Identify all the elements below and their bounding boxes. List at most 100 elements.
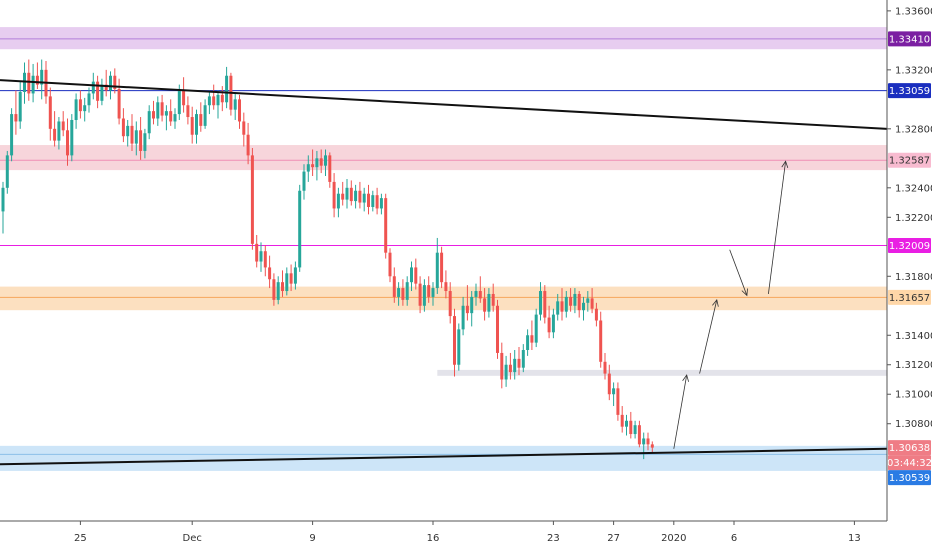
time-axis[interactable]: 25 Dec 9 16 23 27 2020 6 13 xyxy=(74,521,861,544)
price-tag-label: 1.32587 xyxy=(889,156,930,167)
candle xyxy=(139,117,143,160)
candle-body xyxy=(586,298,590,303)
price-axis[interactable]: 1.33600 1.33200 1.32800 1.32400 1.32200 1.318… xyxy=(887,6,932,430)
candle-body xyxy=(61,121,65,131)
price-tag-label: 1.30539 xyxy=(889,473,930,484)
candle xyxy=(27,59,31,101)
candle-body xyxy=(427,285,431,297)
candle-body xyxy=(35,75,39,85)
candle-body xyxy=(268,267,272,280)
candle-body xyxy=(543,291,547,318)
candle-body xyxy=(306,164,310,172)
candle-body xyxy=(577,293,581,311)
candle xyxy=(414,258,418,290)
candle xyxy=(345,178,349,209)
candle-body xyxy=(388,252,392,277)
support-zone xyxy=(0,445,887,471)
price-tag: 1.33410 xyxy=(888,31,931,47)
candle-body xyxy=(18,91,22,122)
grey-zone xyxy=(437,369,887,376)
candle-body xyxy=(646,438,650,445)
candle-body xyxy=(508,364,512,373)
candle xyxy=(508,352,512,380)
candle-body xyxy=(465,305,469,314)
candle xyxy=(470,291,474,327)
projection-arrow-head xyxy=(712,298,719,307)
candle xyxy=(61,111,65,137)
candle-body xyxy=(461,305,465,330)
candle-body xyxy=(311,164,315,168)
candle-body xyxy=(453,316,456,365)
candle xyxy=(534,308,538,348)
candle xyxy=(121,108,125,143)
candle-body xyxy=(435,252,439,289)
candle xyxy=(367,184,370,215)
price-tick-label: 1.32200 xyxy=(895,213,932,224)
price-tag-box xyxy=(888,289,931,305)
candle xyxy=(311,149,315,177)
candle-body xyxy=(629,420,633,435)
candle-body xyxy=(470,296,474,314)
candle xyxy=(637,420,641,448)
candle-body xyxy=(242,121,246,135)
candle xyxy=(487,288,491,318)
projection-arrow-shaft xyxy=(768,161,786,295)
candle-body xyxy=(392,276,396,297)
candle xyxy=(599,311,603,368)
candle xyxy=(594,302,598,327)
candle xyxy=(302,164,306,200)
candle-body xyxy=(500,352,504,380)
candle xyxy=(186,96,190,125)
candle-body xyxy=(48,96,52,129)
price-tag-box xyxy=(888,455,931,471)
plot-background xyxy=(0,0,887,521)
candle-body xyxy=(379,198,383,209)
price-tags-layer: 1.33410 1.33059 1.32587 1.32009 1.31657 1.306… xyxy=(887,31,932,486)
candle-body xyxy=(199,114,203,126)
candle-body xyxy=(319,158,323,166)
candle xyxy=(293,261,297,290)
candle xyxy=(431,282,435,306)
price-tick-label: 1.32400 xyxy=(895,183,932,194)
candle xyxy=(483,288,487,321)
candle xyxy=(207,90,211,115)
candle xyxy=(5,150,9,194)
candle-body xyxy=(195,114,198,135)
candle xyxy=(315,150,319,181)
candle-body xyxy=(431,288,435,297)
price-tag: 1.30539 xyxy=(888,470,931,486)
candle-body xyxy=(496,305,499,353)
candle-body xyxy=(263,251,267,268)
candle-body xyxy=(173,114,177,122)
price-tick-label: 1.31400 xyxy=(895,331,932,342)
candle xyxy=(289,264,293,292)
candle-body xyxy=(517,358,521,368)
candle xyxy=(35,62,39,90)
candle-body xyxy=(410,267,413,283)
candle-body xyxy=(384,198,388,253)
candle xyxy=(57,117,61,150)
candle-body xyxy=(367,193,370,207)
candle xyxy=(96,75,100,109)
time-tick-label: 16 xyxy=(427,533,440,544)
candle xyxy=(539,282,542,321)
candle-body xyxy=(100,84,104,101)
candle xyxy=(577,291,581,318)
candle xyxy=(255,234,259,268)
candle-body xyxy=(358,190,362,203)
candle xyxy=(48,87,52,141)
candle xyxy=(418,276,422,314)
candle xyxy=(478,276,482,303)
candle xyxy=(582,296,585,321)
candle-body xyxy=(620,414,624,427)
time-tick-label: 6 xyxy=(731,533,737,544)
candle-body xyxy=(349,187,353,202)
candle xyxy=(603,352,607,380)
candle xyxy=(1,181,5,234)
price-tag-label: 1.33059 xyxy=(889,86,930,97)
candle-body xyxy=(582,302,585,311)
candle xyxy=(152,100,155,125)
candle-body xyxy=(259,251,263,262)
candle xyxy=(410,261,413,292)
